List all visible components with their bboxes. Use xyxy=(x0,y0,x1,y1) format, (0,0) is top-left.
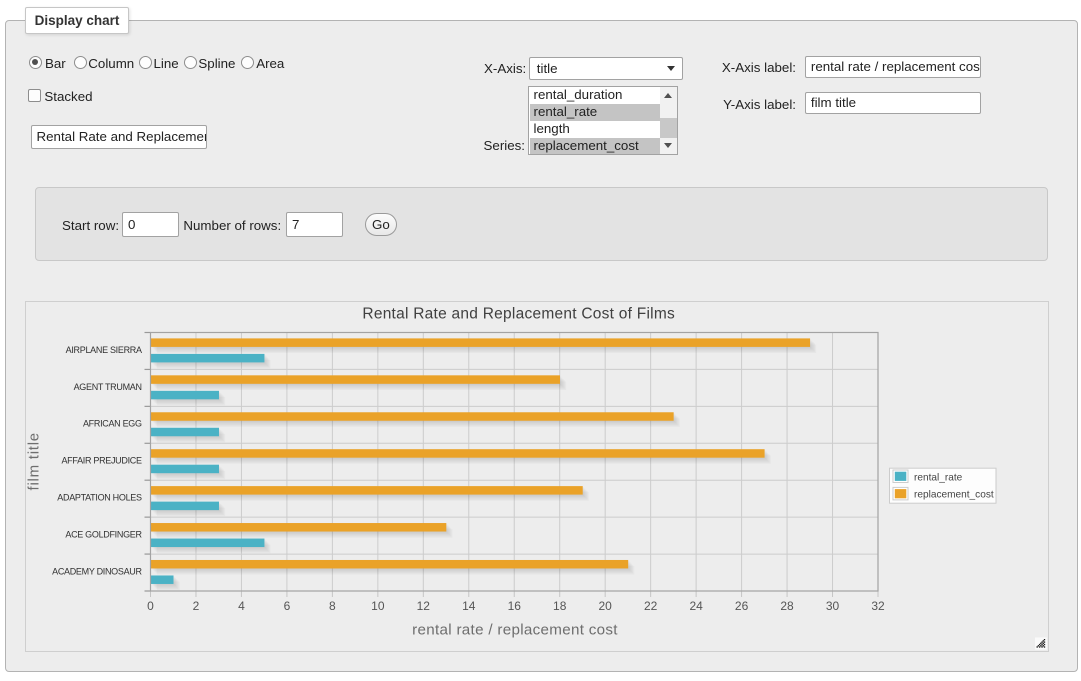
svg-text:18: 18 xyxy=(553,599,567,613)
svg-text:film title: film title xyxy=(26,432,43,490)
svg-text:4: 4 xyxy=(238,599,245,613)
svg-text:0: 0 xyxy=(147,599,154,613)
svg-text:rental_rate: rental_rate xyxy=(914,472,963,483)
svg-text:6: 6 xyxy=(284,599,291,613)
svg-text:replacement_cost: replacement_cost xyxy=(914,490,994,501)
svg-text:ACE GOLDFINGER: ACE GOLDFINGER xyxy=(65,530,142,540)
svg-text:32: 32 xyxy=(871,599,885,613)
svg-text:30: 30 xyxy=(826,599,840,613)
svg-text:24: 24 xyxy=(689,599,703,613)
svg-text:Rental Rate and Replacement Co: Rental Rate and Replacement Cost of Film… xyxy=(362,306,675,323)
svg-text:AFFAIR PREJUDICE: AFFAIR PREJUDICE xyxy=(61,456,142,466)
svg-text:26: 26 xyxy=(735,599,749,613)
svg-text:AIRPLANE SIERRA: AIRPLANE SIERRA xyxy=(66,345,142,355)
svg-text:AGENT TRUMAN: AGENT TRUMAN xyxy=(74,382,142,392)
svg-text:10: 10 xyxy=(371,599,385,613)
svg-text:ADAPTATION HOLES: ADAPTATION HOLES xyxy=(57,493,142,503)
svg-text:12: 12 xyxy=(417,599,431,613)
svg-text:20: 20 xyxy=(599,599,613,613)
svg-text:rental rate / replacement cost: rental rate / replacement cost xyxy=(412,622,618,639)
svg-text:8: 8 xyxy=(329,599,336,613)
svg-text:ACADEMY DINOSAUR: ACADEMY DINOSAUR xyxy=(52,566,142,576)
svg-text:2: 2 xyxy=(193,599,200,613)
svg-text:16: 16 xyxy=(508,599,522,613)
svg-text:28: 28 xyxy=(780,599,794,613)
svg-text:14: 14 xyxy=(462,599,476,613)
svg-text:22: 22 xyxy=(644,599,658,613)
svg-text:AFRICAN EGG: AFRICAN EGG xyxy=(83,419,142,429)
